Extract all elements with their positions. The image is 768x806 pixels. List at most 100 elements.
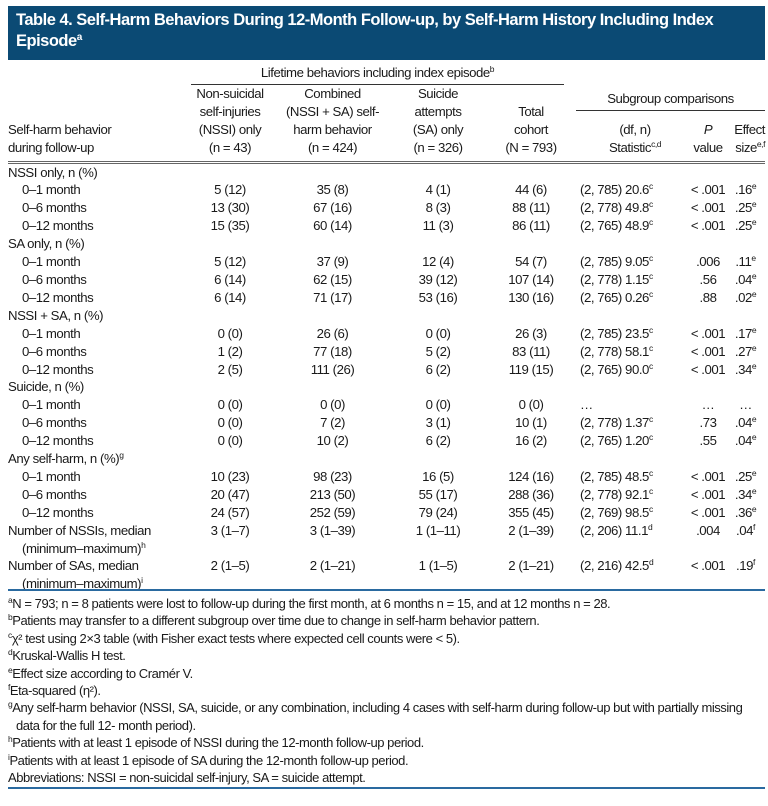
cell-total: 130 (16) — [486, 289, 576, 307]
cell-p-value-value: < .001 — [690, 200, 726, 216]
footnote-marker: c — [648, 217, 653, 228]
cell-total-value: 26 (3) — [515, 325, 547, 341]
footnote-marker: h — [141, 539, 146, 550]
footnote-marker: e — [751, 360, 757, 371]
row-label: 0–6 months — [8, 486, 185, 504]
cell-statistic: (2, 206) 11.1d — [576, 522, 690, 540]
footnote-marker: f — [753, 557, 755, 568]
cell-combined: 10 (2) — [275, 432, 390, 450]
footnote-marker: c — [8, 629, 12, 640]
cell-p-value-value: … — [701, 397, 715, 413]
footnote-text: Patients may transfer to a different sub… — [12, 613, 540, 629]
cell-statistic-value: (2, 785) 48.5 — [580, 468, 649, 484]
table-row: 0–1 month 0 (0) 26 (6) 0 (0) 26 (3) (2, 785) … — [8, 325, 765, 343]
footnote-text: Eta-squared (η²). — [9, 683, 101, 699]
row-label-value: 0–1 month — [22, 254, 81, 270]
cell-nssi: 0 (0) — [185, 432, 275, 450]
row-label-header: Self-harm behavior during follow-up — [8, 85, 185, 157]
cell-total: 355 (45) — [486, 504, 576, 522]
cell-p-value-value: .55 — [699, 433, 717, 449]
table-row: 0–1 month 5 (12) 35 (8) 4 (1) 44 (6) (2, 785)… — [8, 181, 765, 199]
cell-effect-size: .04e — [726, 271, 765, 289]
cell-effect-size: .25e — [726, 217, 765, 235]
footnote-marker: e — [751, 181, 757, 192]
header-line: Suicide — [417, 85, 459, 101]
cell-nssi-value: 0 (0) — [217, 325, 243, 341]
cell-effect-size-value: .34 — [734, 361, 752, 377]
cell-statistic: (2, 765) 0.26c — [576, 289, 690, 307]
footnote-marker: d — [647, 521, 653, 532]
cell-combined: 67 (16) — [275, 199, 390, 217]
footnote-marker: e — [751, 253, 756, 264]
cell-effect-size: .04e — [726, 414, 765, 432]
footnote-marker: f — [8, 682, 10, 693]
header-line: Total — [518, 103, 544, 119]
cell-nssi-value: 15 (35) — [210, 218, 250, 234]
cell-nssi-value: 1 (2) — [217, 343, 243, 359]
cell-total: 88 (11) — [486, 199, 576, 217]
footnote-marker: c — [648, 432, 653, 443]
cell-sa: 12 (4) — [390, 253, 486, 271]
row-label-value: 0–12 months — [22, 218, 94, 234]
footnote-text: Effect size according to Cramér V. — [12, 665, 193, 681]
cell-statistic-value: (2, 216) 42.5 — [580, 558, 649, 574]
row-label-line: Self-harm behavior — [8, 121, 112, 137]
cell-p-value: < .001 — [690, 325, 726, 343]
p-line: value — [693, 139, 723, 155]
table-row: 0–12 months 2 (5) 111 (26) 6 (2) 119 (15) (2,… — [8, 361, 765, 379]
group-header-row: NSSI + SA, n (%) — [8, 307, 765, 325]
row-label-value: 0–1 month — [22, 468, 81, 484]
cell-combined-value: 252 (59) — [309, 504, 356, 520]
footnote-marker: e — [751, 467, 757, 478]
footnote-marker: e — [751, 414, 757, 425]
footnote: cχ² test using 2×3 table (with Fisher ex… — [8, 630, 765, 647]
cell-total: 124 (16) — [486, 468, 576, 486]
cell-statistic-value: (2, 206) 11.1 — [580, 522, 648, 538]
cell-nssi-value: 10 (23) — [210, 468, 250, 484]
cell-total: 54 (7) — [486, 253, 576, 271]
row-label-value: 0–6 months — [22, 343, 87, 359]
cell-statistic: (2, 216) 42.5d — [576, 557, 690, 575]
table-row: 0–12 months 0 (0) 10 (2) 6 (2) 16 (2) (2, 765… — [8, 432, 765, 450]
table-row: 0–12 months 24 (57) 252 (59) 79 (24) 355 (45… — [8, 504, 765, 522]
cell-sa: 5 (2) — [390, 343, 486, 361]
cell-combined-value: 2 (1–21) — [309, 558, 356, 574]
footnote-marker: d — [8, 647, 13, 658]
cell-sa-value: 12 (4) — [422, 254, 454, 270]
cell-nssi: 5 (12) — [185, 181, 275, 199]
cell-nssi: 2 (1–5) — [185, 557, 275, 575]
cell-p-value: .88 — [690, 289, 726, 307]
cell-statistic-value: (2, 765) 48.9 — [580, 218, 649, 234]
footnote-text: N = 793; n = 8 patients were lost to fol… — [12, 596, 611, 611]
footnote-marker: c — [648, 414, 653, 425]
cell-combined: 2 (1–21) — [275, 557, 390, 575]
cell-sa: 8 (3) — [390, 199, 486, 217]
footnote-marker: c — [648, 253, 653, 264]
cell-sa: 4 (1) — [390, 181, 486, 199]
cell-total: 83 (11) — [486, 343, 576, 361]
row-label-value: 0–1 month — [22, 397, 81, 413]
group-label-value: Suicide, n (%) — [8, 379, 84, 395]
cell-statistic: (2, 785) 23.5c — [576, 325, 690, 343]
cell-statistic: (2, 785) 20.6c — [576, 181, 690, 199]
cell-sa: 3 (1) — [390, 414, 486, 432]
footnote: aN = 793; n = 8 patients were lost to fo… — [8, 595, 765, 612]
cell-total: 44 (6) — [486, 181, 576, 199]
cell-statistic: (2, 765) 48.9c — [576, 217, 690, 235]
cell-combined-value: 7 (2) — [320, 415, 345, 431]
footnote-marker: b — [8, 612, 13, 623]
row-label: 0–12 months — [8, 217, 185, 235]
table-row: 0–6 months 6 (14) 62 (15) 39 (12) 107 (14) (2… — [8, 271, 765, 289]
cell-combined-value: 67 (16) — [313, 200, 352, 216]
cell-statistic-value: (2, 785) 9.05 — [580, 254, 649, 270]
cell-nssi-value: 0 (0) — [217, 433, 243, 449]
cell-sa-value: 79 (24) — [418, 504, 458, 520]
cell-combined: 252 (59) — [275, 504, 390, 522]
row-label-line: during follow-up — [8, 139, 94, 155]
cell-p-value-value: .73 — [699, 415, 717, 431]
table-row: 0–12 months 6 (14) 71 (17) 53 (16) 130 (16) (… — [8, 289, 765, 307]
cell-p-value: < .001 — [690, 557, 726, 575]
cell-statistic-value: (2, 765) 90.0 — [580, 361, 649, 377]
cell-statistic-value: (2, 765) 0.26 — [580, 289, 649, 305]
cell-total-value: 0 (0) — [518, 397, 544, 413]
